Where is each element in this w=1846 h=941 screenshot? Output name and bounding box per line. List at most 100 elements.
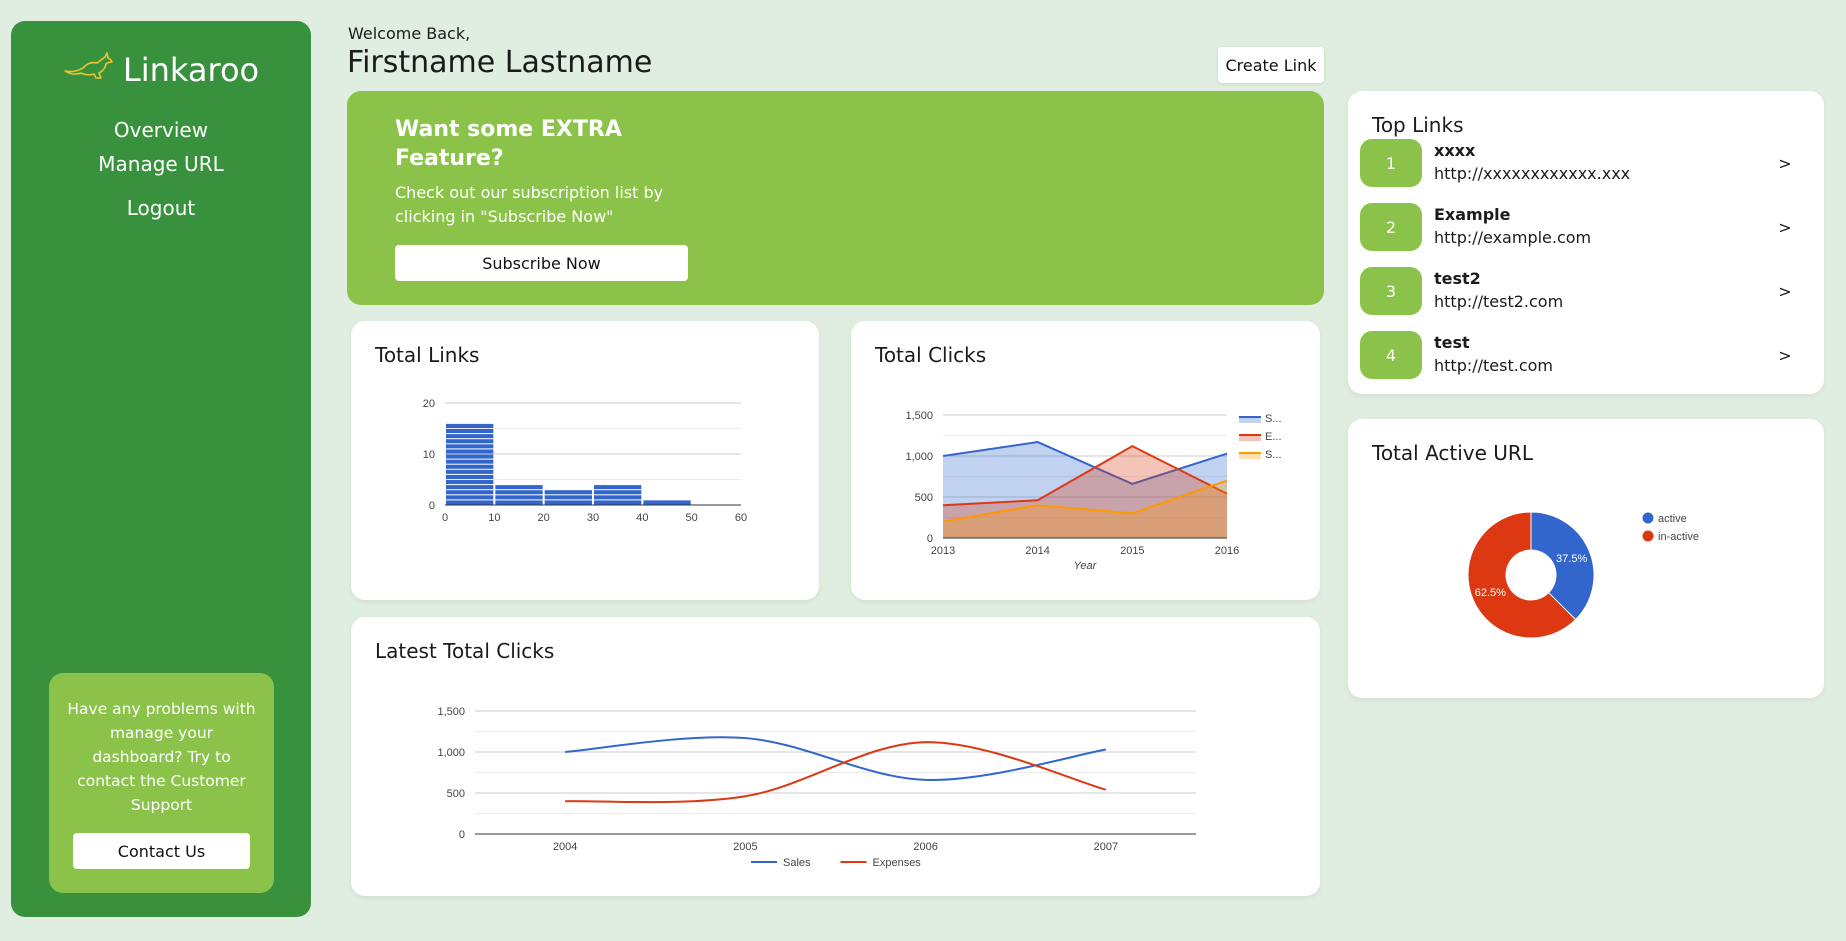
series-line (565, 736, 1107, 781)
histogram-bar (446, 444, 494, 449)
link-url: http://test.com (1434, 356, 1553, 375)
rank-badge: 4 (1360, 331, 1422, 379)
histogram-bar (495, 485, 543, 490)
area-fill (943, 442, 1227, 538)
x-tick-label: 50 (686, 512, 698, 524)
histogram-bar (594, 495, 642, 500)
rank-badge: 1 (1360, 139, 1422, 187)
histogram-bar (495, 495, 543, 500)
support-text: Have any problems with manage your dashb… (67, 700, 256, 814)
histogram-bar (594, 490, 642, 495)
total-clicks-chart: 0 500 1,000 1,500 2013 2014 2015 2016 Year S... E.… (905, 410, 1281, 572)
series-line (942, 445, 1228, 507)
link-name: xxxx (1434, 141, 1476, 160)
contact-us-button[interactable]: Contact Us (73, 833, 250, 869)
welcome-text: Welcome Back, (348, 24, 471, 43)
top-links-card: Top Links 1 xxxx http://xxxxxxxxxxxx.xxx… (1348, 91, 1824, 394)
slice-label: 62.5% (1475, 587, 1506, 599)
legend-dot (1642, 530, 1654, 542)
histogram-bar (446, 423, 494, 428)
y-tick-label: 1,000 (437, 747, 465, 759)
x-tick-label: 2014 (1025, 545, 1049, 557)
y-tick-label: 1,000 (905, 451, 933, 463)
x-tick-label: 2005 (733, 841, 757, 853)
y-tick-label: 0 (927, 533, 933, 545)
chevron-right-icon[interactable]: > (1778, 281, 1792, 301)
legend-dot (1642, 512, 1654, 524)
histogram-bar (446, 434, 494, 439)
x-tick-label: 2007 (1094, 841, 1118, 853)
promo-title: Want some EXTRA Feature? (395, 117, 622, 171)
x-tick-label: 10 (488, 512, 500, 524)
active-url-card: Total Active URL 37.5% 62.5% active in-acti… (1348, 419, 1824, 698)
chevron-right-icon[interactable]: > (1778, 345, 1792, 365)
top-link-row[interactable]: 1 xxxx http://xxxxxxxxxxxx.xxx > (1360, 139, 1800, 187)
y-tick-label: 500 (447, 788, 465, 800)
link-name: test (1434, 333, 1470, 352)
top-link-row[interactable]: 2 Example http://example.com > (1360, 203, 1800, 251)
histogram-bar (446, 464, 494, 469)
kangaroo-icon (63, 51, 115, 89)
legend-label: in-active (1658, 531, 1699, 543)
y-tick-label: 500 (915, 492, 933, 504)
link-name: test2 (1434, 269, 1481, 288)
legend-label: Expenses (873, 857, 922, 869)
histogram-bar (495, 490, 543, 495)
y-tick-label: 1,500 (437, 706, 465, 718)
x-tick-label: 20 (538, 512, 550, 524)
total-links-chart: 0 10 20 0 10 20 30 40 50 60 (423, 398, 747, 524)
x-tick-label: 2013 (931, 545, 955, 557)
nav-item-overview[interactable]: Overview (113, 118, 209, 142)
series-line (942, 479, 1228, 523)
legend-swatch (1239, 417, 1261, 423)
create-link-button[interactable]: Create Link (1218, 47, 1324, 83)
active-url-chart: 37.5% 62.5% active in-active (1467, 511, 1699, 639)
link-url: http://test2.com (1434, 292, 1564, 311)
promo-description: Check out our subscription list by click… (395, 183, 664, 226)
link-name: Example (1434, 205, 1511, 224)
rank-badge: 2 (1360, 203, 1422, 251)
histogram-bar (446, 454, 494, 459)
sidebar-nav: Overview Manage URL Logout (11, 118, 311, 220)
page-title: Firstname Lastname (347, 45, 653, 80)
sidebar: Linkaroo Overview Manage URL Logout Have… (11, 21, 311, 917)
series-line (565, 741, 1107, 804)
histogram-bar (446, 500, 494, 505)
brand[interactable]: Linkaroo (11, 51, 311, 89)
x-tick-label: 0 (442, 512, 448, 524)
nav-item-manage-url[interactable]: Manage URL (98, 152, 224, 176)
x-tick-label: 40 (636, 512, 648, 524)
top-links-list: 1 xxxx http://xxxxxxxxxxxx.xxx > 2 Examp… (1360, 139, 1800, 395)
brand-name: Linkaroo (122, 51, 260, 89)
card-title: Latest Total Clicks (375, 639, 555, 663)
series-line (942, 441, 1228, 485)
x-tick-label: 60 (735, 512, 747, 524)
nav-item-logout[interactable]: Logout (126, 196, 196, 220)
subscribe-button[interactable]: Subscribe Now (395, 245, 688, 281)
histogram-bar (594, 500, 642, 505)
histogram-bar (594, 485, 642, 490)
histogram-bar (446, 459, 494, 464)
histogram-bar (446, 485, 494, 490)
y-tick-label: 0 (459, 829, 465, 841)
total-clicks-card: Total Clicks 0 500 1,000 1,500 2013 2014 2015 2… (851, 321, 1320, 600)
latest-clicks-chart: 0 500 1,000 1,500 2004 2005 2006 2007 Sales Expen… (437, 706, 1196, 869)
top-link-row[interactable]: 3 test2 http://test2.com > (1360, 267, 1800, 315)
legend-swatch (1239, 435, 1261, 441)
link-url: http://xxxxxxxxxxxx.xxx (1434, 164, 1631, 183)
histogram-bar (544, 490, 592, 495)
card-title: Total Active URL (1372, 441, 1533, 465)
legend-label: Sales (783, 857, 811, 869)
histogram-bar (446, 474, 494, 479)
x-tick-label: 2004 (553, 841, 577, 853)
y-tick-label: 0 (429, 500, 435, 512)
y-tick-label: 1,500 (905, 410, 933, 422)
chevron-right-icon[interactable]: > (1778, 217, 1792, 237)
histogram-bar (446, 429, 494, 434)
legend-swatch (1239, 453, 1261, 459)
x-tick-label: 2015 (1120, 545, 1144, 557)
chevron-right-icon[interactable]: > (1778, 153, 1792, 173)
top-link-row[interactable]: 4 test http://test.com > (1360, 331, 1800, 379)
y-tick-label: 20 (423, 398, 435, 410)
area-fill (943, 446, 1227, 538)
